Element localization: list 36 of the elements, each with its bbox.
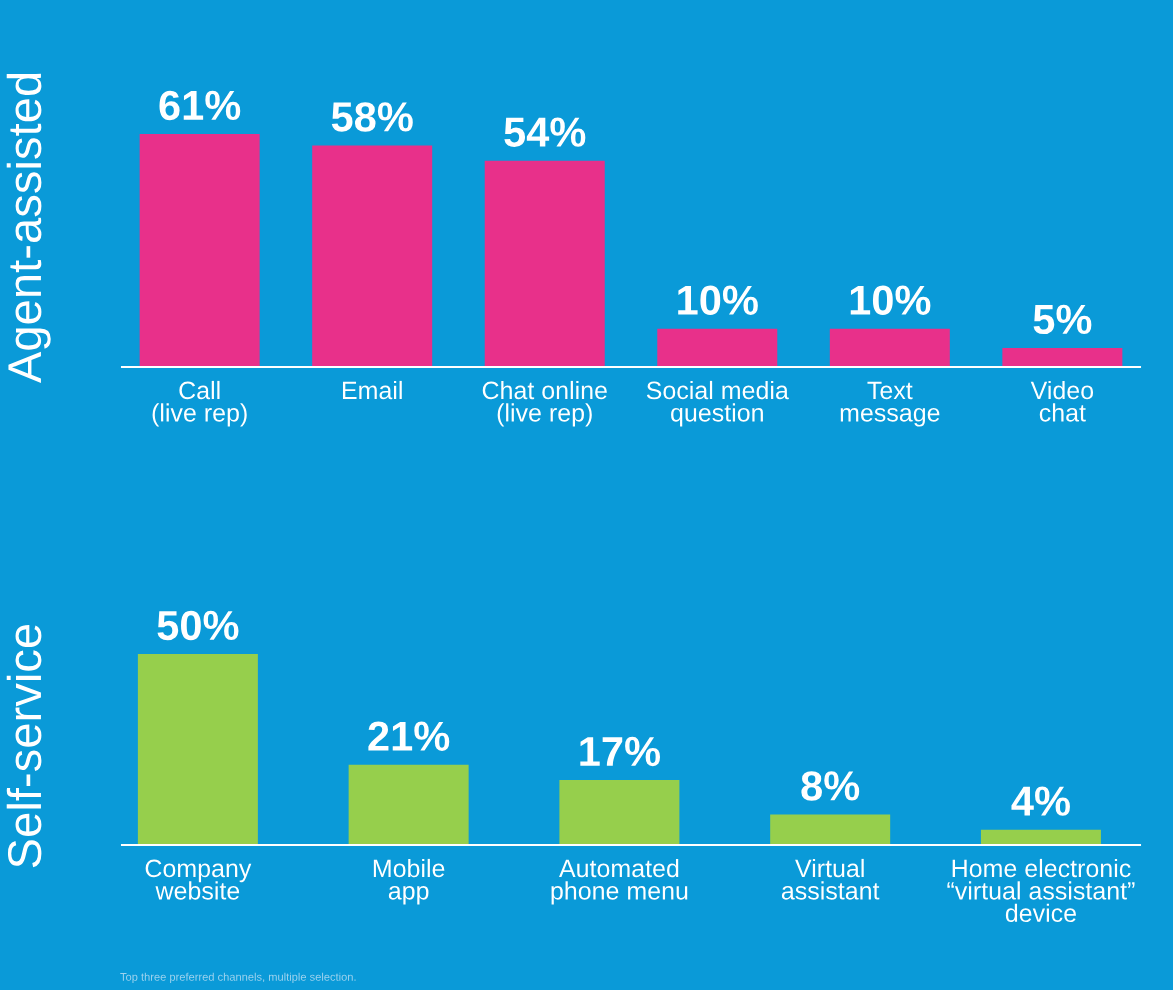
x-tick-label: Virtual assistant bbox=[781, 858, 880, 900]
data-label: 8% bbox=[801, 771, 860, 801]
text: Top three preferred channels, multiple selection. bbox=[120, 972, 356, 983]
data-label: 10% bbox=[850, 285, 931, 316]
x-tick-label: Mobile app bbox=[373, 858, 445, 905]
data-label: 4% bbox=[1011, 786, 1070, 816]
x-tick-label: Company website bbox=[145, 859, 252, 900]
data-label: 58% bbox=[331, 102, 413, 132]
bar bbox=[829, 328, 950, 367]
bar bbox=[980, 829, 1101, 845]
x-tick-label: Automated phone menu bbox=[551, 858, 688, 905]
bar bbox=[657, 328, 778, 367]
x-tick-label: Home electronic “virtual assistant” device bbox=[947, 858, 1135, 923]
y-axis-title: Agent-assisted bbox=[6, 73, 51, 384]
data-label: 50% bbox=[157, 610, 239, 641]
x-tick-label: Video chat bbox=[1030, 380, 1094, 422]
y-axis-title: Self-service bbox=[6, 624, 42, 868]
bar bbox=[1002, 347, 1123, 367]
x-tick-label: Text message bbox=[840, 381, 940, 427]
bar bbox=[312, 145, 433, 367]
bar bbox=[137, 654, 258, 845]
data-label: 54% bbox=[504, 117, 586, 147]
data-label: 21% bbox=[368, 721, 450, 751]
x-tick-label: Call (live rep) bbox=[152, 380, 247, 427]
bar bbox=[139, 133, 260, 367]
bar bbox=[770, 814, 891, 845]
data-label: 10% bbox=[678, 285, 758, 316]
bar bbox=[559, 780, 680, 845]
x-tick-label: Chat online (live rep) bbox=[482, 380, 607, 427]
x-tick-label: Social media question bbox=[646, 380, 789, 427]
data-label: 5% bbox=[1033, 304, 1092, 335]
data-label: 17% bbox=[580, 736, 661, 767]
bar bbox=[484, 160, 605, 367]
data-label: 61% bbox=[159, 90, 241, 121]
bar bbox=[348, 764, 469, 845]
x-tick-label: Email bbox=[342, 380, 402, 400]
